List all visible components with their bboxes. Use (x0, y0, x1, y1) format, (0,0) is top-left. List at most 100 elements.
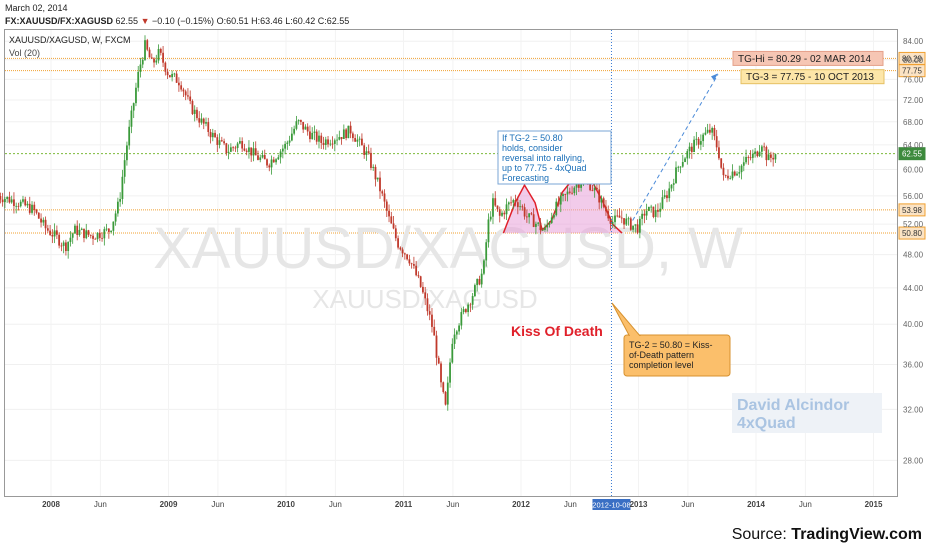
candle-body (205, 122, 207, 124)
y-tick-label: 56.00 (903, 192, 924, 201)
candle-body (96, 232, 99, 240)
candle-body (85, 230, 88, 239)
candle-body (727, 175, 729, 179)
candle-body (137, 71, 140, 88)
candle-body (388, 210, 390, 217)
candle-body (451, 343, 454, 363)
candle-body (315, 131, 318, 142)
candle-body (46, 228, 49, 231)
candle-body (767, 154, 770, 161)
x-tick-label: Jun (94, 500, 107, 509)
candle-body (78, 229, 81, 235)
tg2-note-fill (625, 336, 729, 375)
candle-body (198, 118, 201, 123)
candle-body (211, 132, 214, 138)
candle-body (618, 215, 621, 218)
candle-body (668, 188, 671, 199)
candle-body (401, 249, 404, 254)
signature-bg (732, 393, 882, 433)
ohlc-o-label: O: (216, 16, 227, 26)
candle-body (598, 189, 601, 203)
candle-body (229, 147, 232, 152)
candle-body (480, 273, 483, 285)
candle-body (338, 137, 341, 140)
candle-body (422, 286, 424, 293)
candle-body (241, 141, 244, 149)
candle-body (684, 158, 686, 163)
pattern-label: Kiss Of Death (511, 323, 603, 339)
candle-body (738, 172, 741, 174)
symbol-label[interactable]: FX:XAUUSD/FX:XAGUSD (5, 16, 114, 26)
candle-body (214, 132, 216, 138)
candle-body (546, 224, 549, 228)
candle-body (270, 159, 273, 168)
price-chart[interactable]: 80.29 77.75 62.55 53.98 50.80 XAUUSD/XAGUSD,… (0, 0, 932, 520)
candle-body (718, 147, 720, 159)
tg-box-text: TG-3 = 77.75 - 10 OCT 2013 (746, 72, 874, 83)
y-tick-label: 84.00 (903, 37, 924, 46)
candle-body (620, 217, 623, 219)
candle-body (67, 241, 70, 252)
candle-body (116, 201, 119, 214)
candle-body (128, 126, 131, 146)
candle-body (288, 140, 291, 143)
candle-body (562, 194, 564, 197)
candle-body (433, 326, 436, 336)
y-tick-label: 44.00 (903, 284, 924, 293)
candle-body (333, 140, 336, 144)
candle-body (383, 193, 386, 202)
candle-body (406, 254, 409, 260)
source-credit: Source: TradingView.com (731, 526, 922, 543)
candle-body (4, 199, 6, 203)
candle-body (530, 213, 533, 215)
y-tick-label: 68.00 (903, 118, 924, 127)
candle-body (53, 230, 56, 237)
level-lines: 80.29 77.75 62.55 53.98 50.80 (5, 51, 926, 240)
candle-body (492, 198, 494, 217)
ohlc-c: 62.55 (326, 16, 350, 26)
candle-body (313, 131, 316, 133)
callout-line: holds, consider (502, 143, 563, 153)
candle-body (657, 210, 659, 212)
candle-body (489, 216, 492, 220)
candle-body (747, 156, 750, 158)
candle-body (643, 213, 646, 216)
candle-body (600, 198, 603, 203)
x-tick-label: 2009 (160, 500, 178, 509)
candle-body (302, 121, 305, 130)
indicator-label[interactable]: Vol (20) (9, 48, 40, 58)
candle-body (105, 228, 108, 230)
candle-body (367, 151, 370, 153)
candle-body (245, 150, 248, 152)
candle-body (566, 191, 569, 195)
candle-body (60, 245, 63, 247)
x-tick-label: Jun (681, 500, 694, 509)
candle-body (559, 196, 562, 205)
candle-body (760, 146, 763, 152)
candle-body (110, 230, 113, 232)
candle-body (290, 133, 293, 141)
candle-body (71, 233, 74, 238)
candle-body (501, 212, 503, 216)
tg2-note-pointer-icon (611, 302, 643, 338)
x-tick-label: 2014 (747, 500, 765, 509)
candle-body (681, 162, 684, 167)
header-date: March 02, 2014 (5, 3, 68, 13)
x-tick-label: Jun (329, 500, 342, 509)
candle-body (209, 131, 212, 138)
candle-body (514, 200, 517, 203)
candle-body (772, 157, 775, 160)
tg2-note-line: TG-2 = 50.80 = Kiss- (629, 340, 713, 350)
candle-body (763, 146, 766, 148)
candle-body (171, 73, 174, 78)
x-tick-label: Jun (211, 500, 224, 509)
candle-body (83, 228, 85, 239)
candle-body (162, 52, 164, 63)
candle-body (505, 204, 508, 215)
candle-body (76, 225, 79, 235)
candle-body (166, 71, 169, 76)
candle-body (555, 201, 558, 216)
candle-body (523, 207, 526, 217)
candle-body (720, 158, 723, 168)
candle-body (593, 187, 596, 191)
